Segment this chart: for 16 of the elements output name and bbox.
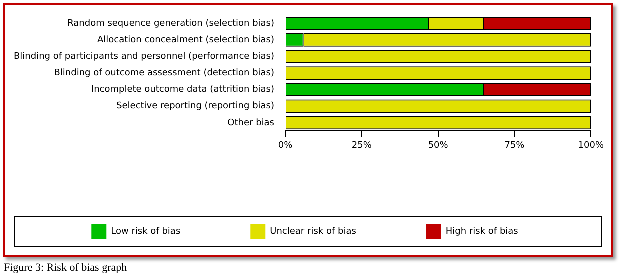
y-tick-label: Incomplete outcome data (attrition bias) bbox=[91, 85, 275, 96]
y-tick-label: Allocation concealment (selection bias) bbox=[97, 36, 275, 46]
legend-label: High risk of bias bbox=[446, 226, 519, 237]
x-tick-label: 0% bbox=[278, 140, 294, 151]
x-tick-label: 25% bbox=[352, 140, 372, 151]
legend-label: Unclear risk of bias bbox=[270, 226, 357, 237]
x-tick-label: 75% bbox=[504, 140, 526, 151]
y-tick-label: Blinding of outcome assessment (detection bias) bbox=[54, 68, 275, 79]
y-tick-label: Random sequence generation (selection bias) bbox=[68, 19, 275, 30]
y-tick-label: Blinding of participants and personnel (performance bias) bbox=[14, 52, 275, 62]
x-tick-label: 50% bbox=[428, 140, 449, 151]
legend-label: Low risk of bias bbox=[111, 226, 181, 237]
y-tick-label: Selective reporting (reporting bias) bbox=[116, 102, 275, 112]
x-tick-label: 100% bbox=[578, 140, 604, 151]
y-tick-label: Other bias bbox=[228, 118, 275, 128]
caption: Figure 3: Risk of bias graph bbox=[4, 262, 128, 274]
